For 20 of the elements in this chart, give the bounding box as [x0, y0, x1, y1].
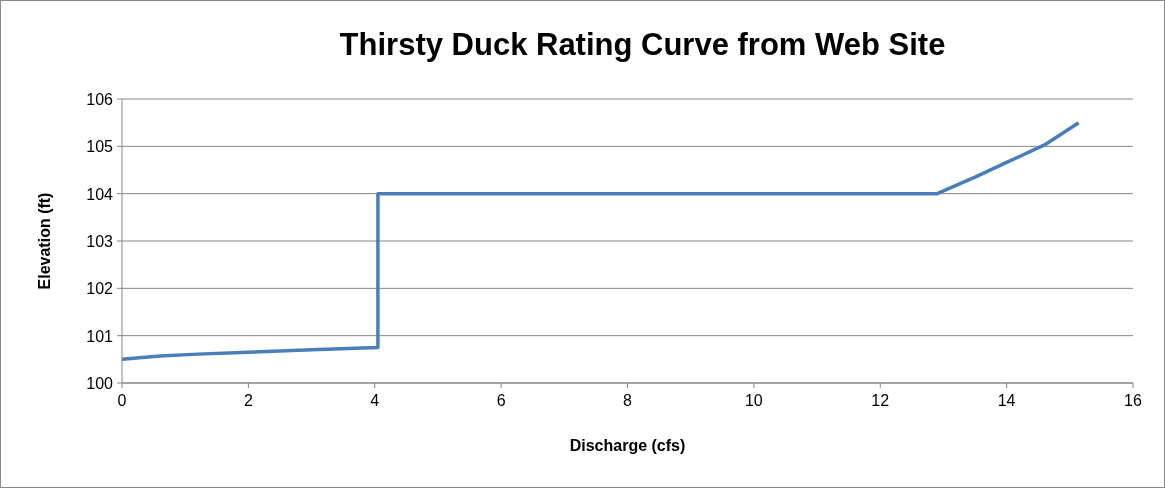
x-tick-label: 16 [1124, 392, 1142, 409]
x-tick-label: 10 [744, 392, 763, 409]
y-tick-label: 102 [86, 280, 114, 298]
x-tick-label: 14 [997, 392, 1016, 409]
y-tick-label: 100 [86, 375, 114, 392]
y-tick-label: 105 [86, 138, 114, 156]
line-series [120, 120, 1081, 362]
x-tick-label: 2 [243, 392, 253, 409]
y-tick-label: 106 [86, 91, 114, 108]
y-tick-label: 103 [86, 233, 114, 250]
x-tick-label: 6 [496, 392, 506, 409]
y-axis-title: Elevation (ft) [36, 192, 53, 290]
y-tick-label: 101 [86, 327, 114, 345]
x-tick-label: 4 [370, 392, 380, 409]
x-tick-label: 8 [623, 392, 633, 409]
x-tick-label: 12 [871, 392, 890, 409]
chart-title: Thirsty Duck Rating Curve from Web Site [339, 27, 946, 62]
x-tick-label: 0 [117, 392, 127, 409]
x-axis-title: Discharge (cfs) [569, 437, 686, 454]
y-tick-label: 104 [86, 185, 114, 203]
